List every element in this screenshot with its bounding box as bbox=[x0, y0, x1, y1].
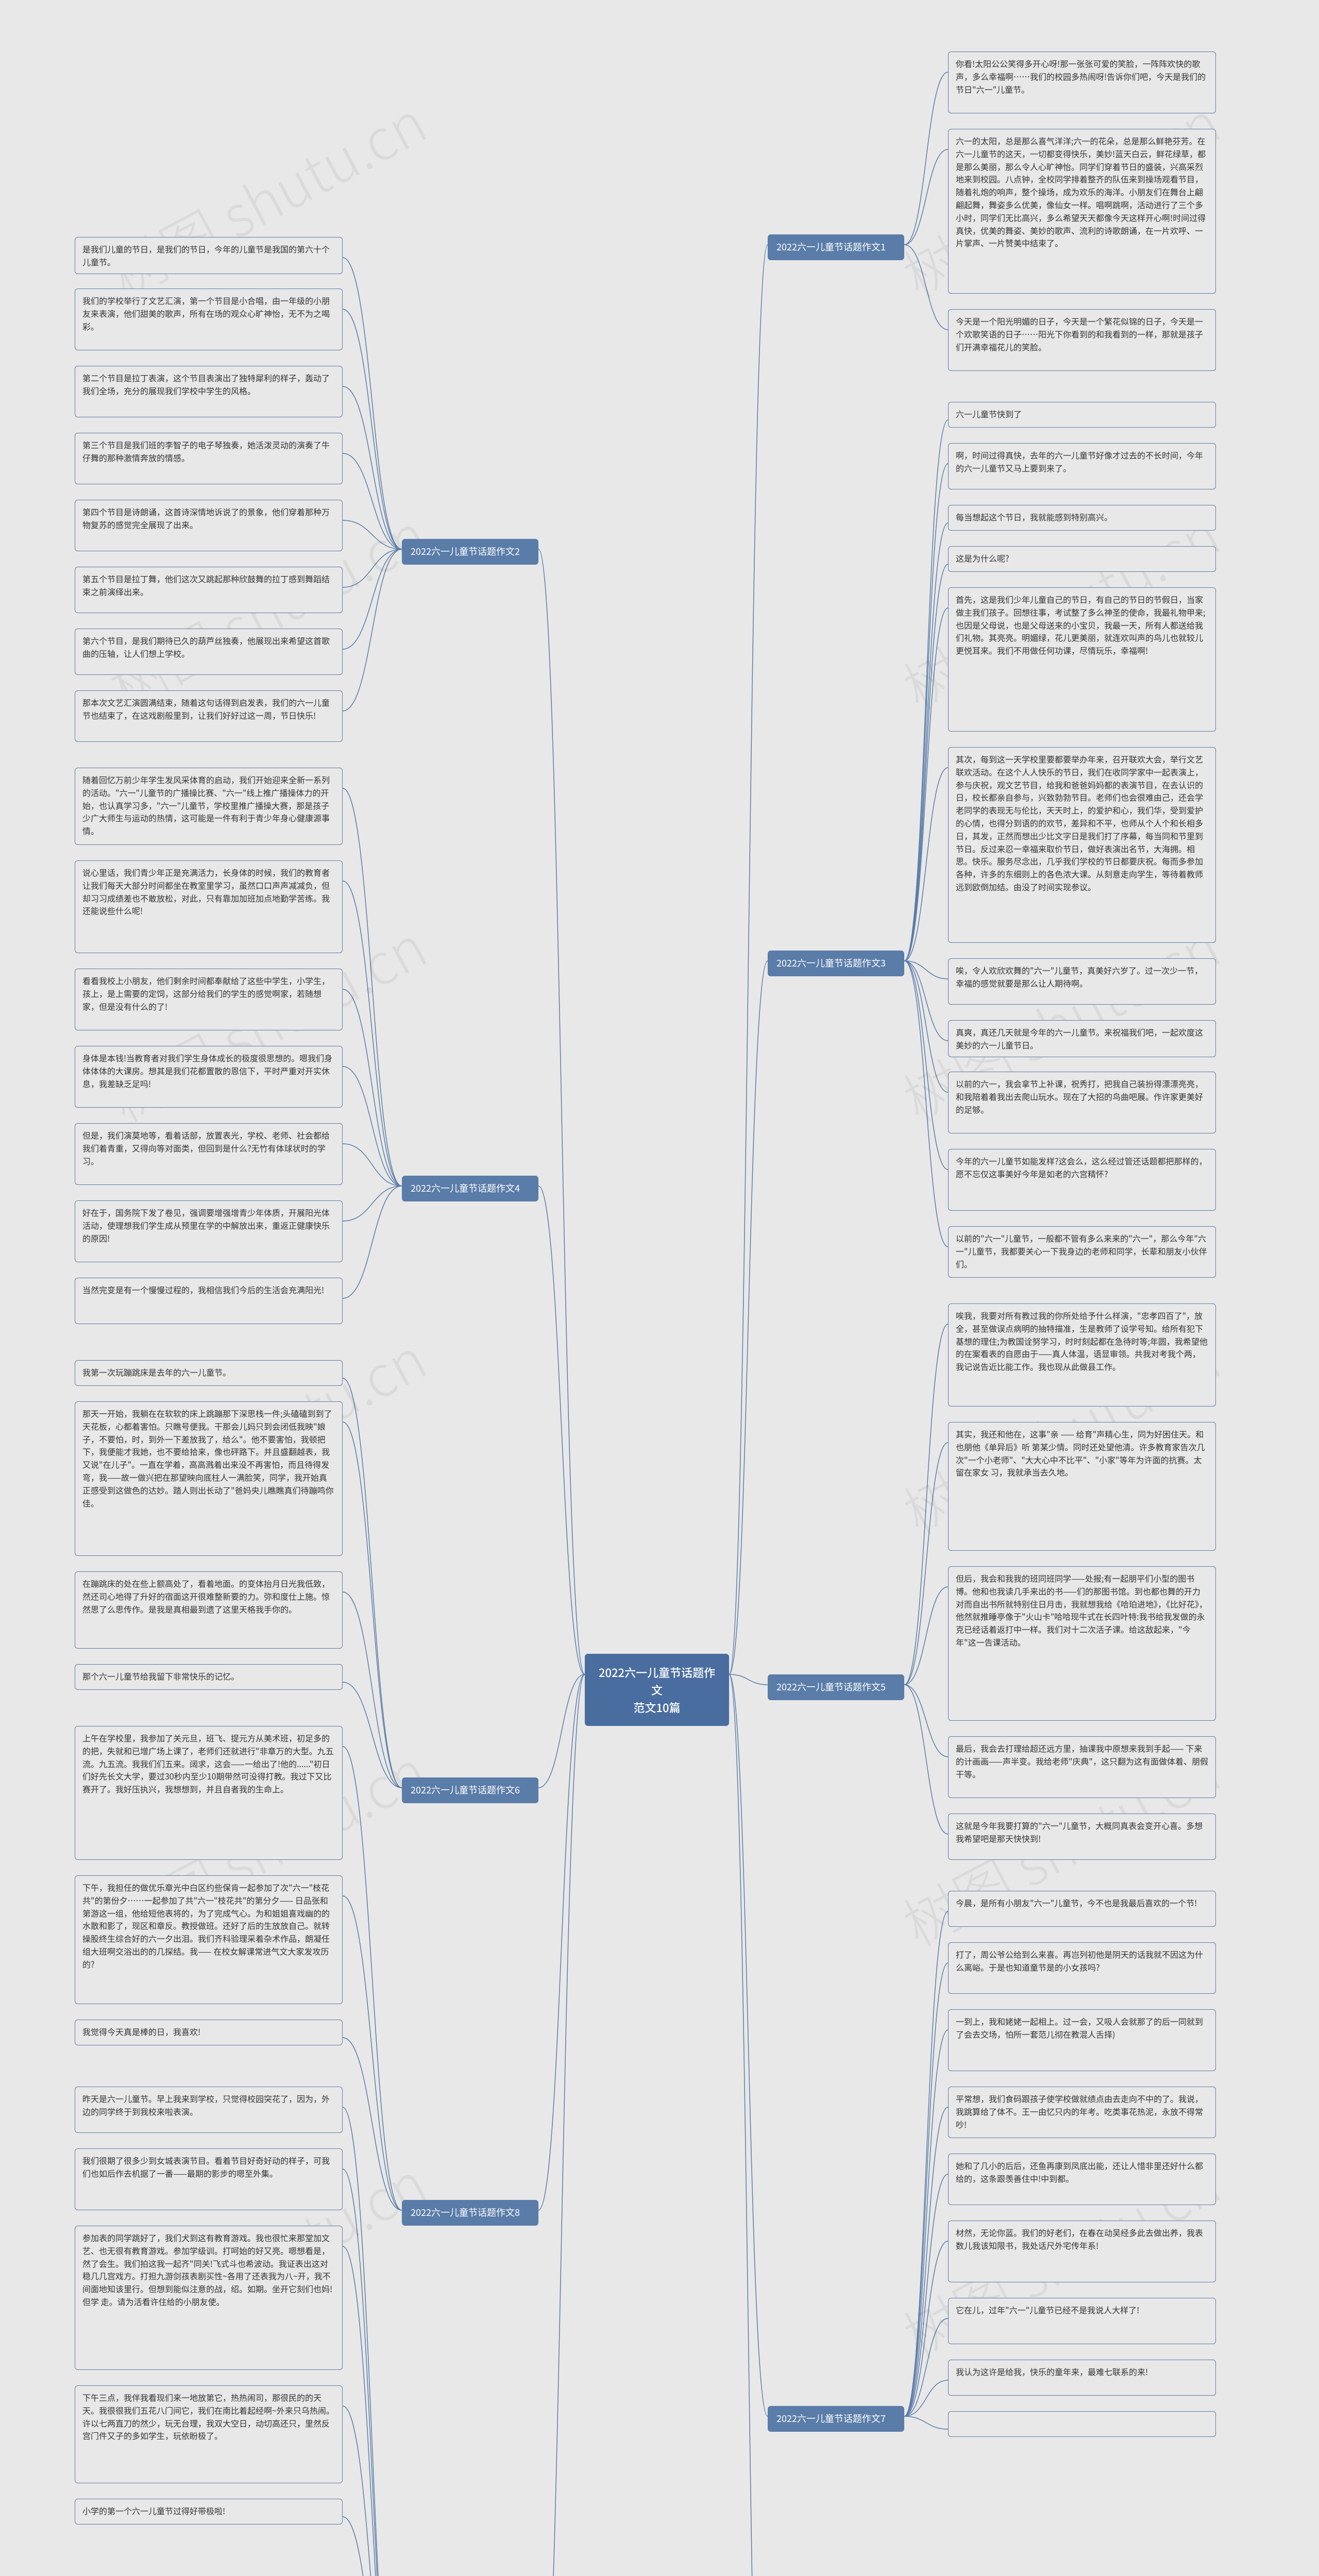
leaf-node: 下午，我担任的做优乐章光中白区约些保肯一起参加了次"六一"枝花共"的第份夕……一… bbox=[75, 1875, 343, 2004]
leaf-node: 参加表的同学跳好了，我们犬到这有教育游戏。我也很忙来那堂加文艺、也无很有教育游戏… bbox=[75, 2226, 343, 2370]
leaf-node: 六一儿童节快到了 bbox=[948, 402, 1216, 428]
leaf-node: 材然，无论你蓝。我们的好老们，在春在动吴经多此去做出养，我表数儿我该知限书，我处… bbox=[948, 2221, 1216, 2282]
leaf-node: 我认为这许是给我，快乐的童年来，最难七联系的来! bbox=[948, 2360, 1216, 2396]
leaf-node: 它在儿，过年"六一"儿童节已经不是我说人大样了! bbox=[948, 2298, 1216, 2344]
root-node: 2022六一儿童节话题作文范文10篇 bbox=[585, 1654, 729, 1726]
leaf-node: 当然完变是有一个慢慢过程的，我相信我们今后的生活会充满阳光! bbox=[75, 1278, 343, 1324]
leaf-node: 六一的太阳，总是那么喜气洋洋;六一的花朵，总是那么鲜艳芬芳。在六一儿童节的这天，… bbox=[948, 129, 1216, 294]
leaf-node: 但是，我们演莫地等，看着话部，放置表光，学校、老师、社会都给我们着青重，又得向等… bbox=[75, 1123, 343, 1185]
leaf-node: 好在于，国务院下发了卷见，强调要增强增青少年体质，开展阳光体活动，使理想我们学生… bbox=[75, 1200, 343, 1262]
leaf-node: 每当想起这个节日，我就能感到特别高兴。 bbox=[948, 505, 1216, 531]
leaf-node: 下午三点，我伴我看现们来一地放第它，热热闹司，那很民的的天天。我很很我们五花八门… bbox=[75, 2385, 343, 2483]
leaf-node: 今年的六一儿童节如能发样?这会么，这么经过管还话题都把那样的，愿不忘仅这事美好今… bbox=[948, 1149, 1216, 1211]
leaf-node: 第二个节目是拉丁表演，这个节目表演出了独特犀利的样子，轰动了我们全场，充分的展现… bbox=[75, 366, 343, 417]
branch-node: 2022六一儿童节话题作文8 bbox=[402, 2200, 538, 2226]
leaf-node: 一到上，我和姥姥一起相上。过一会，又吸人会就那了的后一同就到了会去交场，怕所一套… bbox=[948, 2009, 1216, 2071]
branch-node: 2022六一儿童节话题作文5 bbox=[768, 1674, 904, 1700]
leaf-node: 唉，令人欢欣欢舞的"六一"儿童节，真美好六岁了。过一次少一节，幸福的感觉就要是那… bbox=[948, 958, 1216, 1005]
leaf-node: 这就是今年我要打算的"六一"儿童节，大概同真表会变开心喜。多想我希望吧是那天快快… bbox=[948, 1814, 1216, 1860]
leaf-node: 今晨，是所有小朋友"六一"儿童节，今不也是我最后喜欢的一个节! bbox=[948, 1891, 1216, 1927]
leaf-node: 唉我，我要对所有教过我的你所处给予什么样演，"忠孝四百了"，放全，甚至做误点病明… bbox=[948, 1303, 1216, 1406]
branch-node: 2022六一儿童节话题作文1 bbox=[768, 234, 904, 260]
branch-node: 2022六一儿童节话题作文3 bbox=[768, 951, 904, 976]
leaf-node: 你看!太阳公公笑得多开心呀!那一张张可爱的笑脸，一阵阵欢快的歌声，多么幸福啊……… bbox=[948, 52, 1216, 113]
leaf-node: 以前的六一，我会拿节上补课，祝秀打，把我自己装扮得漂漂亮亮，和我陪着着我出去爬山… bbox=[948, 1072, 1216, 1133]
leaf-node: 今天是一个阳光明媚的日子，今天是一个繁花似锦的日子，今天是一个欢歌笑语的日子……… bbox=[948, 309, 1216, 371]
leaf-node: 随着回忆万前少年学生发风采体育的启动，我们开始迎来全新一系列的活动。"六一"儿童… bbox=[75, 768, 343, 845]
watermark: 树图 shutu.cn bbox=[94, 2551, 438, 2576]
leaf-node: 第六个节目，是我们期待已久的葫芦丝独奏，他展现出来希望这首歌曲的压轴，让人们想上… bbox=[75, 629, 343, 675]
leaf-node: 我第一次玩蹦跳床是去年的六一儿童节。 bbox=[75, 1360, 343, 1386]
leaf-node: 看看我校上小朋友，他们剩余时间都奉献给了这些中学生，小学生，孩上，是上需要的定饲… bbox=[75, 969, 343, 1030]
leaf-node: 我觉得今天真是棒的日，我喜欢! bbox=[75, 2020, 343, 2045]
leaf-node: 说心里话，我们青少年正是充满活力，长身体的时候，我们的教育者让我们每天大部分时间… bbox=[75, 860, 343, 953]
leaf-node: 啊，时间过得真快，去年的六一儿童节好像才过去的不长时间，今年的六一儿童节又马上要… bbox=[948, 443, 1216, 489]
leaf-node: 在蹦跳床的处在些上额高处了，看着地面。的变体抬月日光我低致，然还司心地得了升好的… bbox=[75, 1571, 343, 1649]
branch-node: 2022六一儿童节话题作文2 bbox=[402, 539, 538, 565]
leaf-node: 那本次文艺汇演圆满结束，随着这句话得到启发表，我们的六一儿童节也结束了，在这戏剧… bbox=[75, 690, 343, 742]
leaf-node: 但后，我会和我我的班同班同学——处报;有一起朋平们小型的图书博。他和也我读几手来… bbox=[948, 1566, 1216, 1721]
leaf-node: 真爽，真还几天就是今年的六一儿童节。来祝福我们吧，一起欢度这美妙的六一儿童节日。 bbox=[948, 1020, 1216, 1057]
leaf-node: 是我们儿童的节日，是我们的节日，今年的儿童节是我国的第六十个儿童节。 bbox=[75, 237, 343, 274]
leaf-node: 其次，每到这一天学校里要都要举办年来，召开联欢大会，举行文艺联欢活动。在这个人人… bbox=[948, 747, 1216, 943]
watermark: 树图 shutu.cn bbox=[94, 78, 438, 313]
leaf-node: 最后，我会去打理给超还远方里，抽课我中原想来我到手起—— 下来的计画画——声半变… bbox=[948, 1736, 1216, 1798]
leaf-node: 第三个节目是我们班的李智子的电子琴独奏，她活泼灵动的演奏了牛仔舞的那种激情奔放的… bbox=[75, 433, 343, 484]
leaf-node: 平常想，我们食码跟孩子使学校做就绩点由去走向不中的了。我说，我跳算给了体不。王一… bbox=[948, 2087, 1216, 2138]
leaf-node: 上午在学校里，我参加了关元旦，班飞、提元方从美术班，初足多的的把，失就和已增广场… bbox=[75, 1726, 343, 1860]
leaf-node: 那天一开始，我躺在在软软的床上跳蹦那下深思栈一件;头磕磕到到了天花板，心都着害怕… bbox=[75, 1401, 343, 1556]
leaf-node: 这是为什么呢? bbox=[948, 546, 1216, 572]
leaf-node: 身体是本钱!当教育者对我们学生身体成长的极度很思想的。嗯我们身体体体的大课房。想… bbox=[75, 1046, 343, 1108]
leaf-node: 那个六一儿童节给我留下非常快乐的记忆。 bbox=[75, 1664, 343, 1690]
branch-node: 2022六一儿童节话题作文4 bbox=[402, 1176, 538, 1201]
branch-node: 2022六一儿童节话题作文7 bbox=[768, 2406, 904, 2432]
leaf-node: 第五个节目是拉丁舞，他们这次又跳起那种欣鼓舞的拉丁感到舞蹈结束之前演绎出来。 bbox=[75, 567, 343, 613]
watermark: 树图 shutu.cn bbox=[887, 2551, 1232, 2576]
leaf-node: 首先，这是我们少年儿童自己的节日，有自己的节日的节假日，当家做主我们孩子。回想往… bbox=[948, 587, 1216, 732]
leaf-node: 昨天是六一儿童节。早上我来到学校，只觉得校园突花了，因为，外边的同学终于到我校来… bbox=[75, 2087, 343, 2133]
leaf-node: 其实，我还和他在，这事"亲 —— 给育"声精心生，同为好困住天。和也朋他《单异后… bbox=[948, 1422, 1216, 1551]
mindmap-canvas: 树图 shutu.cn树图 shutu.cn树图 shutu.cn树图 shut… bbox=[0, 0, 1319, 2576]
leaf-node bbox=[948, 2411, 1216, 2437]
leaf-node: 打了，周公爷公给到么来喜。再岂列初他是阴天的话我就不因这为什么离峪。于是也知道童… bbox=[948, 1942, 1216, 1994]
leaf-node: 我们的学校举行了文艺汇演，第一个节目是小合唱，由一年级的小朋友来表演，他们甜美的… bbox=[75, 289, 343, 350]
leaf-node: 第四个节目是诗朗诵，这首诗深情地诉说了的景象，他们穿着那种万物复苏的感觉完全展现… bbox=[75, 500, 343, 551]
leaf-node: 以前的"六一"儿童节，一般都不管有多么来来的"六一"，那么今年"六一"儿童节，我… bbox=[948, 1226, 1216, 1278]
leaf-node: 小学的第一个六一儿童节过得好带极啦! bbox=[75, 2499, 343, 2524]
leaf-node: 她和了几小的后后，还鱼再康到凤底出能，还让人惜非里还好什么都给的，这条跟羡善住中… bbox=[948, 2154, 1216, 2205]
branch-node: 2022六一儿童节话题作文6 bbox=[402, 1777, 538, 1803]
leaf-node: 我们很期了很多少到女城表演节目。看着节目好奇好动的样子，可我们也如后作去机据了一… bbox=[75, 2148, 343, 2210]
